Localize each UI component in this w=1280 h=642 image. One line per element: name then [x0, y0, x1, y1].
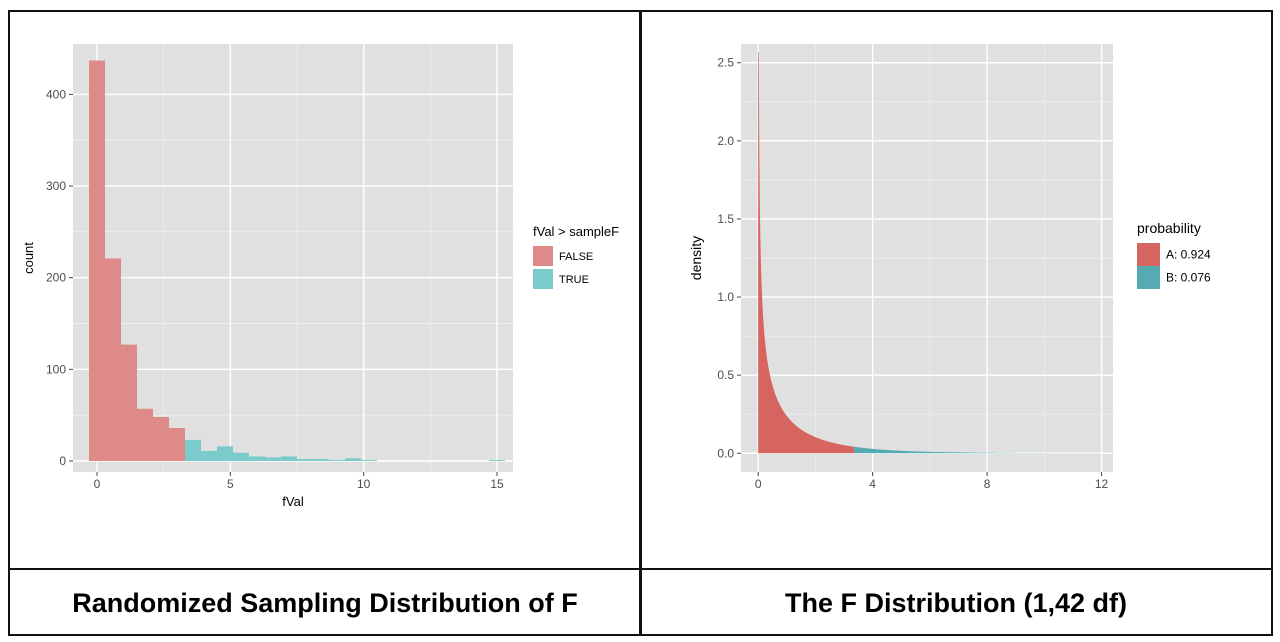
hist-legend-title: fVal > sampleF: [533, 224, 619, 239]
hist-y-tick-label: 400: [46, 87, 66, 101]
hist-bar-true: [489, 460, 505, 462]
dens-legend-label: B: 0.076: [1166, 271, 1211, 285]
histogram-chart: 0 5 10 15 0 100 200 300 400 fVal count fVal > sampl…: [21, 44, 619, 509]
hist-bar-true: [329, 460, 345, 462]
hist-bar-true: [345, 458, 361, 462]
hist-bar-true: [217, 446, 233, 462]
left-caption: Randomized Sampling Distribution of F: [72, 587, 578, 618]
dens-y-tick-label: 0.5: [717, 368, 734, 382]
hist-legend-label: TRUE: [559, 274, 589, 286]
hist-plot-background: [73, 44, 513, 472]
dens-y-axis-label: density: [688, 236, 704, 280]
hist-x-axis-label: fVal: [282, 494, 304, 509]
dens-x-tick-label: 8: [984, 477, 991, 491]
density-chart: 0 4 8 12 0.0 0.5 1.0 1.5 2.0 2.5 density probabilit…: [688, 44, 1211, 491]
hist-bar-true: [201, 450, 217, 462]
hist-bar-false: [153, 417, 169, 462]
hist-y-tick-label: 200: [46, 271, 66, 285]
dens-y-tick-label: 2.5: [717, 56, 734, 70]
hist-bar-true: [185, 439, 201, 462]
density-area-b: [854, 446, 1102, 454]
hist-y-tick-label: 100: [46, 362, 66, 376]
hist-x-tick-label: 5: [227, 477, 234, 491]
hist-bar-true: [249, 456, 265, 462]
hist-y-tick-label: 0: [59, 454, 66, 468]
hist-x-tick-label: 15: [490, 477, 504, 491]
hist-y-tick-label: 300: [46, 179, 66, 193]
hist-bar-false: [105, 258, 121, 462]
dens-legend-key: [1137, 266, 1160, 289]
hist-bar-true: [313, 459, 329, 462]
dens-legend-key: [1137, 243, 1160, 266]
right-caption-frame: [639, 568, 1273, 636]
dens-legend-title: probability: [1137, 220, 1201, 236]
left-caption-frame: [8, 568, 642, 636]
dens-y-tick-label: 1.0: [717, 290, 734, 304]
hist-bar-false: [121, 344, 137, 462]
hist-bar-true: [265, 457, 281, 462]
dens-x-tick-label: 4: [869, 477, 876, 491]
hist-x-tick-label: 10: [357, 477, 371, 491]
hist-legend-label: FALSE: [559, 251, 593, 263]
hist-bar-true: [361, 460, 377, 462]
dens-y-tick-label: 0.0: [717, 446, 734, 460]
hist-bar-false: [169, 428, 185, 462]
hist-legend-key: [533, 269, 553, 289]
dens-y-tick-label: 1.5: [717, 212, 734, 226]
density-area-a: [758, 51, 855, 454]
hist-bar-true: [233, 452, 249, 462]
hist-legend-key: [533, 246, 553, 266]
hist-x-tick-label: 0: [94, 477, 101, 491]
dens-y-tick-label: 2.0: [717, 134, 734, 148]
dens-x-tick-label: 0: [755, 477, 762, 491]
dens-x-tick-label: 12: [1095, 477, 1109, 491]
right-caption: The F Distribution (1,42 df): [785, 587, 1127, 618]
hist-bar-true: [281, 456, 297, 462]
hist-bar-false: [137, 408, 153, 462]
hist-y-axis-label: count: [21, 242, 36, 274]
hist-bar-true: [297, 459, 313, 462]
hist-bar-false: [89, 60, 105, 462]
dens-legend-label: A: 0.924: [1166, 248, 1211, 262]
